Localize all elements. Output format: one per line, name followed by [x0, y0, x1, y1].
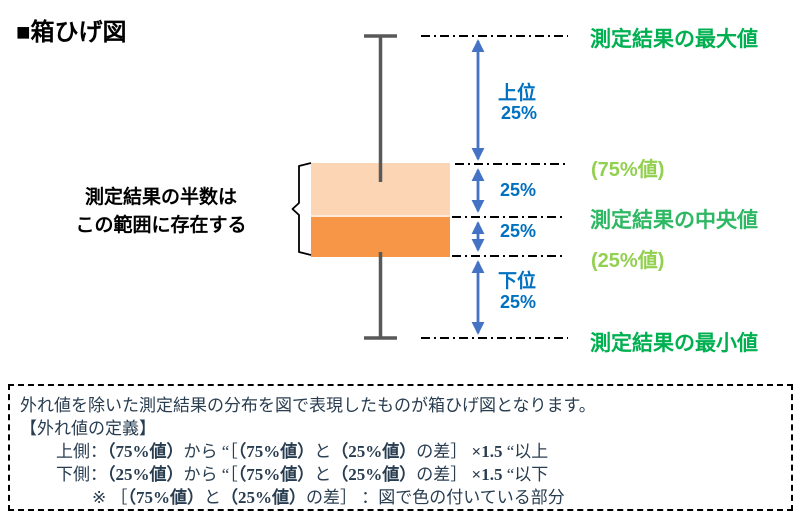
page-title: ■箱ひげ図 — [16, 19, 127, 46]
half-range-brace — [291, 162, 312, 256]
note-box-lines: 外れ値を除いた測定結果の分布を図で表現したものが箱ひげ図となります。 【外れ値の定… — [10, 394, 791, 509]
note-line-segment: の差］ — [416, 442, 472, 461]
upper-label: 上位 — [498, 83, 537, 104]
note-line-segment: の差］ ：図で色の付いている部分 — [306, 488, 565, 507]
note-line-segment: の差］ — [416, 465, 472, 484]
note-line-segment: （25%値） — [221, 488, 306, 507]
lower-label: 下位 — [498, 271, 537, 292]
upper-pct-label: 25% — [501, 103, 538, 123]
note-line-segment: （25%値） — [331, 442, 417, 461]
outlier-note-box: 外れ値を除いた測定結果の分布を図で表現したものが箱ひげ図となります。 【外れ値の定… — [8, 384, 793, 511]
max-value-label: 測定結果の最大値 — [590, 28, 758, 51]
note-line-segment: ×1.5 — [471, 442, 503, 461]
q2-pct-label: 25% — [500, 221, 537, 241]
note-line: 【外れ値の定義】 — [20, 417, 791, 440]
note-line: 上側：（75%値）から “［（75%値）と（25%値）の差］ ×1.5 “以上 — [56, 440, 791, 463]
note-line-segment: 上側： — [56, 442, 107, 461]
note-line-segment: ×1.5 — [471, 465, 503, 484]
half-range-note: 測定結果の半数は この範囲に存在する — [52, 184, 270, 240]
note-line-segment: から “［ — [183, 465, 238, 484]
note-line-segment: （75%値） — [237, 465, 315, 484]
q3-pct-label: 25% — [500, 180, 537, 200]
note-line-segment: （25%値） — [107, 465, 184, 484]
note-line-segment: ※ ［ — [92, 488, 128, 507]
note-line-segment: から “［ — [183, 442, 238, 461]
note-line-segment: 【外れ値の定義】 — [20, 419, 156, 438]
half-range-note-line1: 測定結果の半数は — [84, 187, 237, 208]
note-line-segment: と — [314, 442, 332, 461]
q75-value-label: (75%値) — [591, 159, 665, 181]
note-line-segment: と — [204, 488, 221, 507]
note-line-segment: （75%値） — [107, 442, 184, 461]
note-line: ※ ［（75%値）と（25%値）の差］ ：図で色の付いている部分 — [92, 486, 791, 509]
note-line-segment: と — [314, 465, 332, 484]
note-line-segment: （75%値） — [127, 488, 205, 507]
box-lower-quartile-rect — [311, 216, 450, 257]
note-line-segment: （25%値） — [331, 465, 417, 484]
note-line: 外れ値を除いた測定結果の分布を図で表現したものが箱ひげ図となります。 — [20, 394, 791, 417]
min-value-label: 測定結果の最小値 — [590, 332, 758, 355]
note-line-segment: “以下 — [502, 465, 549, 484]
half-range-note-line2: この範囲に存在する — [75, 215, 247, 236]
lower-pct-label: 25% — [500, 292, 537, 312]
boxplot-diagram — [291, 34, 568, 340]
q25-value-label: (25%値) — [591, 250, 665, 272]
note-line-segment: （75%値） — [237, 442, 315, 461]
median-value-label: 測定結果の中央値 — [590, 209, 758, 232]
note-line-segment: 外れ値を除いた測定結果の分布を図で表現したものが箱ひげ図となります。 — [20, 396, 596, 415]
note-line-segment: 下側： — [56, 465, 107, 484]
note-line: 下側：（25%値）から “［（75%値）と（25%値）の差］ ×1.5 “以下 — [56, 463, 791, 486]
note-line-segment: “以上 — [502, 442, 549, 461]
